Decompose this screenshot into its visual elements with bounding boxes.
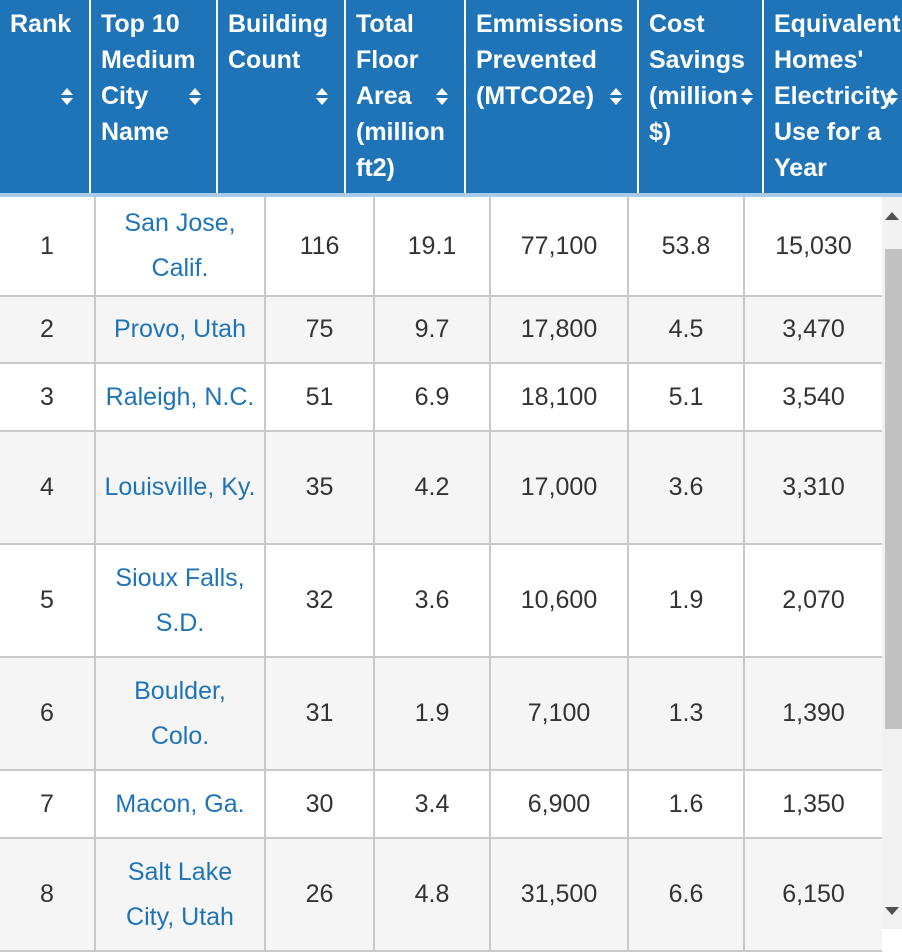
floor-area-cell: 6.9: [375, 364, 491, 430]
table-row: 4 Louisville, Ky. 35 4.2 17,000 3.6 3,31…: [0, 432, 882, 545]
header-rank[interactable]: Rank: [0, 0, 91, 193]
building-count-cell: 31: [266, 658, 375, 769]
homes-cell: 15,030: [775, 231, 852, 260]
emissions-cell: 6,900: [491, 771, 629, 837]
table-body: 1 San Jose, Calif. 116 19.1 77,100 53.8 …: [0, 197, 882, 952]
emissions-cell: 10,600: [491, 545, 629, 656]
sort-icon[interactable]: [610, 87, 622, 107]
header-label: Rank: [10, 10, 72, 38]
emissions-cell: 18,100: [491, 364, 629, 430]
header-emissions[interactable]: Emmissions Prevented (MTCO2e): [466, 0, 639, 193]
rank-cell: 4: [0, 432, 96, 543]
sort-icon[interactable]: [61, 87, 73, 107]
header-cost-savings[interactable]: Cost Savings (million $): [639, 0, 764, 193]
sort-icon[interactable]: [741, 87, 753, 107]
floor-area-cell: 3.4: [375, 771, 491, 837]
header-floor-area[interactable]: Total Floor Area (million ft2): [346, 0, 466, 193]
homes-cell: 1,350: [782, 789, 845, 818]
table-header: Rank Top 10 Medium City Name Building Co…: [0, 0, 902, 197]
floor-area-cell: 4.2: [375, 432, 491, 543]
homes-cell: 3,540: [782, 382, 845, 411]
city-link[interactable]: Provo, Utah: [96, 297, 266, 362]
table-row: 3 Raleigh, N.C. 51 6.9 18,100 5.1 3,540: [0, 364, 882, 432]
header-label: Top 10 Medium City Name: [101, 10, 196, 146]
cost-savings-cell: 53.8: [629, 197, 745, 295]
city-link[interactable]: Raleigh, N.C.: [96, 364, 266, 430]
table-row: 1 San Jose, Calif. 116 19.1 77,100 53.8 …: [0, 197, 882, 297]
building-count-cell: 51: [266, 364, 375, 430]
table-row: 6 Boulder, Colo. 31 1.9 7,100 1.3 1,390: [0, 658, 882, 771]
header-equivalent-homes[interactable]: Equivalent Homes' Electricity Use for a …: [764, 0, 902, 193]
table-row: 2 Provo, Utah 75 9.7 17,800 4.5 3,470: [0, 297, 882, 364]
building-count-cell: 116: [266, 197, 375, 295]
city-link[interactable]: Macon, Ga.: [96, 771, 266, 837]
city-link[interactable]: Sioux Falls, S.D.: [96, 545, 266, 656]
header-city[interactable]: Top 10 Medium City Name: [91, 0, 218, 193]
city-link[interactable]: San Jose, Calif.: [96, 197, 266, 295]
table-row: 5 Sioux Falls, S.D. 32 3.6 10,600 1.9 2,…: [0, 545, 882, 658]
building-count-cell: 35: [266, 432, 375, 543]
cost-savings-cell: 3.6: [629, 432, 745, 543]
sort-icon[interactable]: [189, 87, 201, 107]
cost-savings-cell: 5.1: [629, 364, 745, 430]
homes-cell: 2,070: [782, 586, 845, 614]
rank-cell: 5: [0, 545, 96, 656]
building-count-cell: 30: [266, 771, 375, 837]
city-link[interactable]: Boulder, Colo.: [96, 658, 266, 769]
scrollbar-thumb[interactable]: [885, 249, 902, 729]
header-building-count[interactable]: Building Count: [218, 0, 346, 193]
city-link[interactable]: Louisville, Ky.: [96, 432, 266, 543]
rank-cell: 1: [0, 197, 96, 295]
header-label: Emmissions Prevented (MTCO2e): [476, 10, 624, 110]
homes-cell: 6,150: [782, 880, 845, 908]
scroll-up-arrow-icon[interactable]: [885, 212, 899, 220]
homes-cell: 1,390: [782, 699, 845, 727]
floor-area-cell: 19.1: [375, 197, 491, 295]
homes-cell: 3,470: [782, 315, 845, 343]
rank-cell: 3: [0, 364, 96, 430]
floor-area-cell: 1.9: [375, 658, 491, 769]
table-row: 8 Salt Lake City, Utah 26 4.8 31,500 6.6…: [0, 839, 882, 952]
floor-area-cell: 9.7: [375, 297, 491, 362]
city-link[interactable]: Salt Lake City, Utah: [96, 839, 266, 950]
emissions-cell: 17,000: [491, 432, 629, 543]
emissions-cell: 17,800: [491, 297, 629, 362]
emissions-cell: 77,100: [491, 197, 629, 295]
vertical-scrollbar[interactable]: [882, 197, 902, 929]
building-count-cell: 26: [266, 839, 375, 950]
scroll-down-arrow-icon[interactable]: [885, 907, 899, 915]
table-row: 7 Macon, Ga. 30 3.4 6,900 1.6 1,350: [0, 771, 882, 839]
emissions-cell: 7,100: [491, 658, 629, 769]
header-label: Cost Savings (million $): [649, 10, 745, 146]
header-label: Equivalent Homes' Electricity Use for a …: [774, 10, 901, 182]
header-label: Total Floor Area (million ft2): [356, 10, 445, 182]
floor-area-cell: 3.6: [375, 545, 491, 656]
building-count-cell: 32: [266, 545, 375, 656]
cost-savings-cell: 1.9: [629, 545, 745, 656]
rank-cell: 8: [0, 839, 96, 950]
rank-cell: 6: [0, 658, 96, 769]
sort-icon[interactable]: [436, 87, 448, 107]
cost-savings-cell: 1.3: [629, 658, 745, 769]
cost-savings-cell: 1.6: [629, 771, 745, 837]
rank-cell: 7: [0, 771, 96, 837]
rank-cell: 2: [0, 297, 96, 362]
cost-savings-cell: 4.5: [629, 297, 745, 362]
sort-icon[interactable]: [316, 87, 328, 107]
header-label: Building Count: [228, 10, 328, 74]
building-count-cell: 75: [266, 297, 375, 362]
floor-area-cell: 4.8: [375, 839, 491, 950]
homes-cell: 3,310: [782, 473, 845, 501]
sort-icon[interactable]: [886, 87, 898, 107]
cost-savings-cell: 6.6: [629, 839, 745, 950]
emissions-cell: 31,500: [491, 839, 629, 950]
